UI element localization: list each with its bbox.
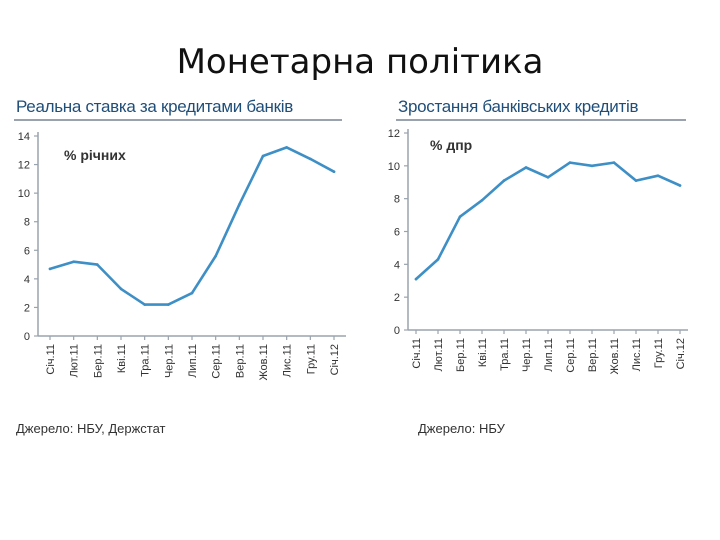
y-tick-label: 0 bbox=[394, 325, 400, 337]
y-tick-label: 6 bbox=[394, 227, 400, 239]
series-line bbox=[48, 146, 336, 306]
data-point bbox=[214, 254, 217, 258]
unit-label: % річних bbox=[64, 147, 126, 163]
x-tick-label: Чер.11 bbox=[163, 344, 175, 378]
x-tick-label: Чер.11 bbox=[521, 338, 533, 372]
y-tick-label: 12 bbox=[18, 160, 30, 172]
data-point bbox=[436, 258, 440, 261]
x-tick-label: Лют.11 bbox=[69, 344, 81, 378]
x-tick-label: Лип.11 bbox=[543, 338, 555, 372]
x-tick-label: Тра.11 bbox=[499, 338, 511, 371]
y-tick-label: 8 bbox=[24, 217, 30, 229]
y-tick-label: 12 bbox=[388, 128, 400, 140]
chart-title-left: Реальна ставка за кредитами банків bbox=[16, 97, 293, 116]
x-tick-label: Лип.11 bbox=[187, 344, 199, 378]
slide-title: Монетарна політика bbox=[176, 42, 544, 82]
data-point bbox=[612, 161, 616, 164]
x-tick-label: Лис.11 bbox=[631, 338, 643, 371]
x-tick-label: Січ.11 bbox=[45, 344, 57, 375]
x-tick-label: Бер.11 bbox=[92, 344, 104, 378]
x-tick-label: Сер.11 bbox=[211, 344, 223, 379]
y-tick-label: 0 bbox=[24, 331, 30, 343]
data-point bbox=[678, 184, 682, 187]
data-point bbox=[502, 179, 506, 182]
data-point bbox=[167, 303, 170, 306]
y-tick-label: 2 bbox=[24, 302, 30, 314]
data-point bbox=[656, 174, 660, 177]
x-tick-label: Січ.12 bbox=[329, 344, 341, 375]
x-tick-label: Бер.11 bbox=[455, 338, 467, 372]
x-tick-label: Вер.11 bbox=[234, 344, 246, 378]
source-left: Джерело: НБУ, Держстат bbox=[16, 421, 166, 436]
y-tick-label: 4 bbox=[394, 259, 400, 271]
data-point bbox=[143, 303, 146, 306]
data-point bbox=[568, 161, 572, 164]
data-point bbox=[590, 164, 594, 168]
chart-right: 0 2 4 6 8 10 12 Січ.11 Лют.11 Бер.11 Кві.11 Тра.11 Ч… bbox=[388, 128, 688, 374]
x-tick-label: Гру.11 bbox=[653, 338, 665, 368]
data-point bbox=[480, 199, 484, 202]
y-tick-label: 8 bbox=[394, 194, 400, 206]
chart-left: 0 2 4 6 8 10 12 14 Січ.11 Лют.11 Бер.11 Кві.11 Тра.1… bbox=[18, 131, 346, 380]
x-tick-label: Гру.11 bbox=[305, 344, 317, 374]
chart-rule-left bbox=[14, 119, 342, 121]
chart-title-right: Зростання банківських кредитів bbox=[398, 97, 639, 116]
x-tick-label: Вер.11 bbox=[587, 338, 599, 372]
x-tick-label: Лис.11 bbox=[282, 344, 294, 377]
data-point bbox=[96, 263, 99, 266]
y-tick-label: 6 bbox=[24, 245, 30, 257]
data-point bbox=[48, 267, 52, 271]
x-tick-label: Січ.12 bbox=[675, 338, 687, 369]
data-point bbox=[414, 277, 418, 281]
data-point bbox=[458, 215, 462, 219]
y-tick-label: 4 bbox=[24, 274, 30, 286]
y-tick-label: 14 bbox=[18, 131, 30, 143]
data-point bbox=[546, 176, 550, 179]
data-point bbox=[119, 287, 123, 291]
chart-rule-right bbox=[396, 119, 686, 121]
x-tick-label: Сер.11 bbox=[565, 338, 577, 373]
unit-label: % дпр bbox=[430, 137, 472, 153]
data-point bbox=[634, 179, 638, 182]
x-tick-label: Жов.11 bbox=[609, 338, 621, 374]
x-tick-label: Кві.11 bbox=[477, 338, 489, 367]
data-point bbox=[285, 146, 288, 149]
x-tick-label: Жов.11 bbox=[258, 344, 270, 380]
source-right: Джерело: НБУ bbox=[418, 421, 505, 436]
data-point bbox=[72, 260, 75, 264]
data-point bbox=[309, 157, 312, 161]
y-tick-label: 10 bbox=[388, 161, 400, 173]
x-tick-label: Кві.11 bbox=[116, 344, 128, 373]
x-tick-label: Січ.11 bbox=[411, 338, 423, 369]
y-tick-label: 2 bbox=[394, 292, 400, 304]
x-tick-label: Тра.11 bbox=[140, 344, 152, 377]
data-point bbox=[190, 291, 194, 295]
x-tick-label: Лют.11 bbox=[433, 338, 445, 372]
series-line bbox=[414, 161, 682, 281]
y-tick-label: 10 bbox=[18, 188, 30, 200]
data-point bbox=[524, 166, 528, 169]
data-point bbox=[332, 170, 336, 174]
data-point bbox=[238, 203, 241, 206]
data-point bbox=[261, 154, 265, 158]
